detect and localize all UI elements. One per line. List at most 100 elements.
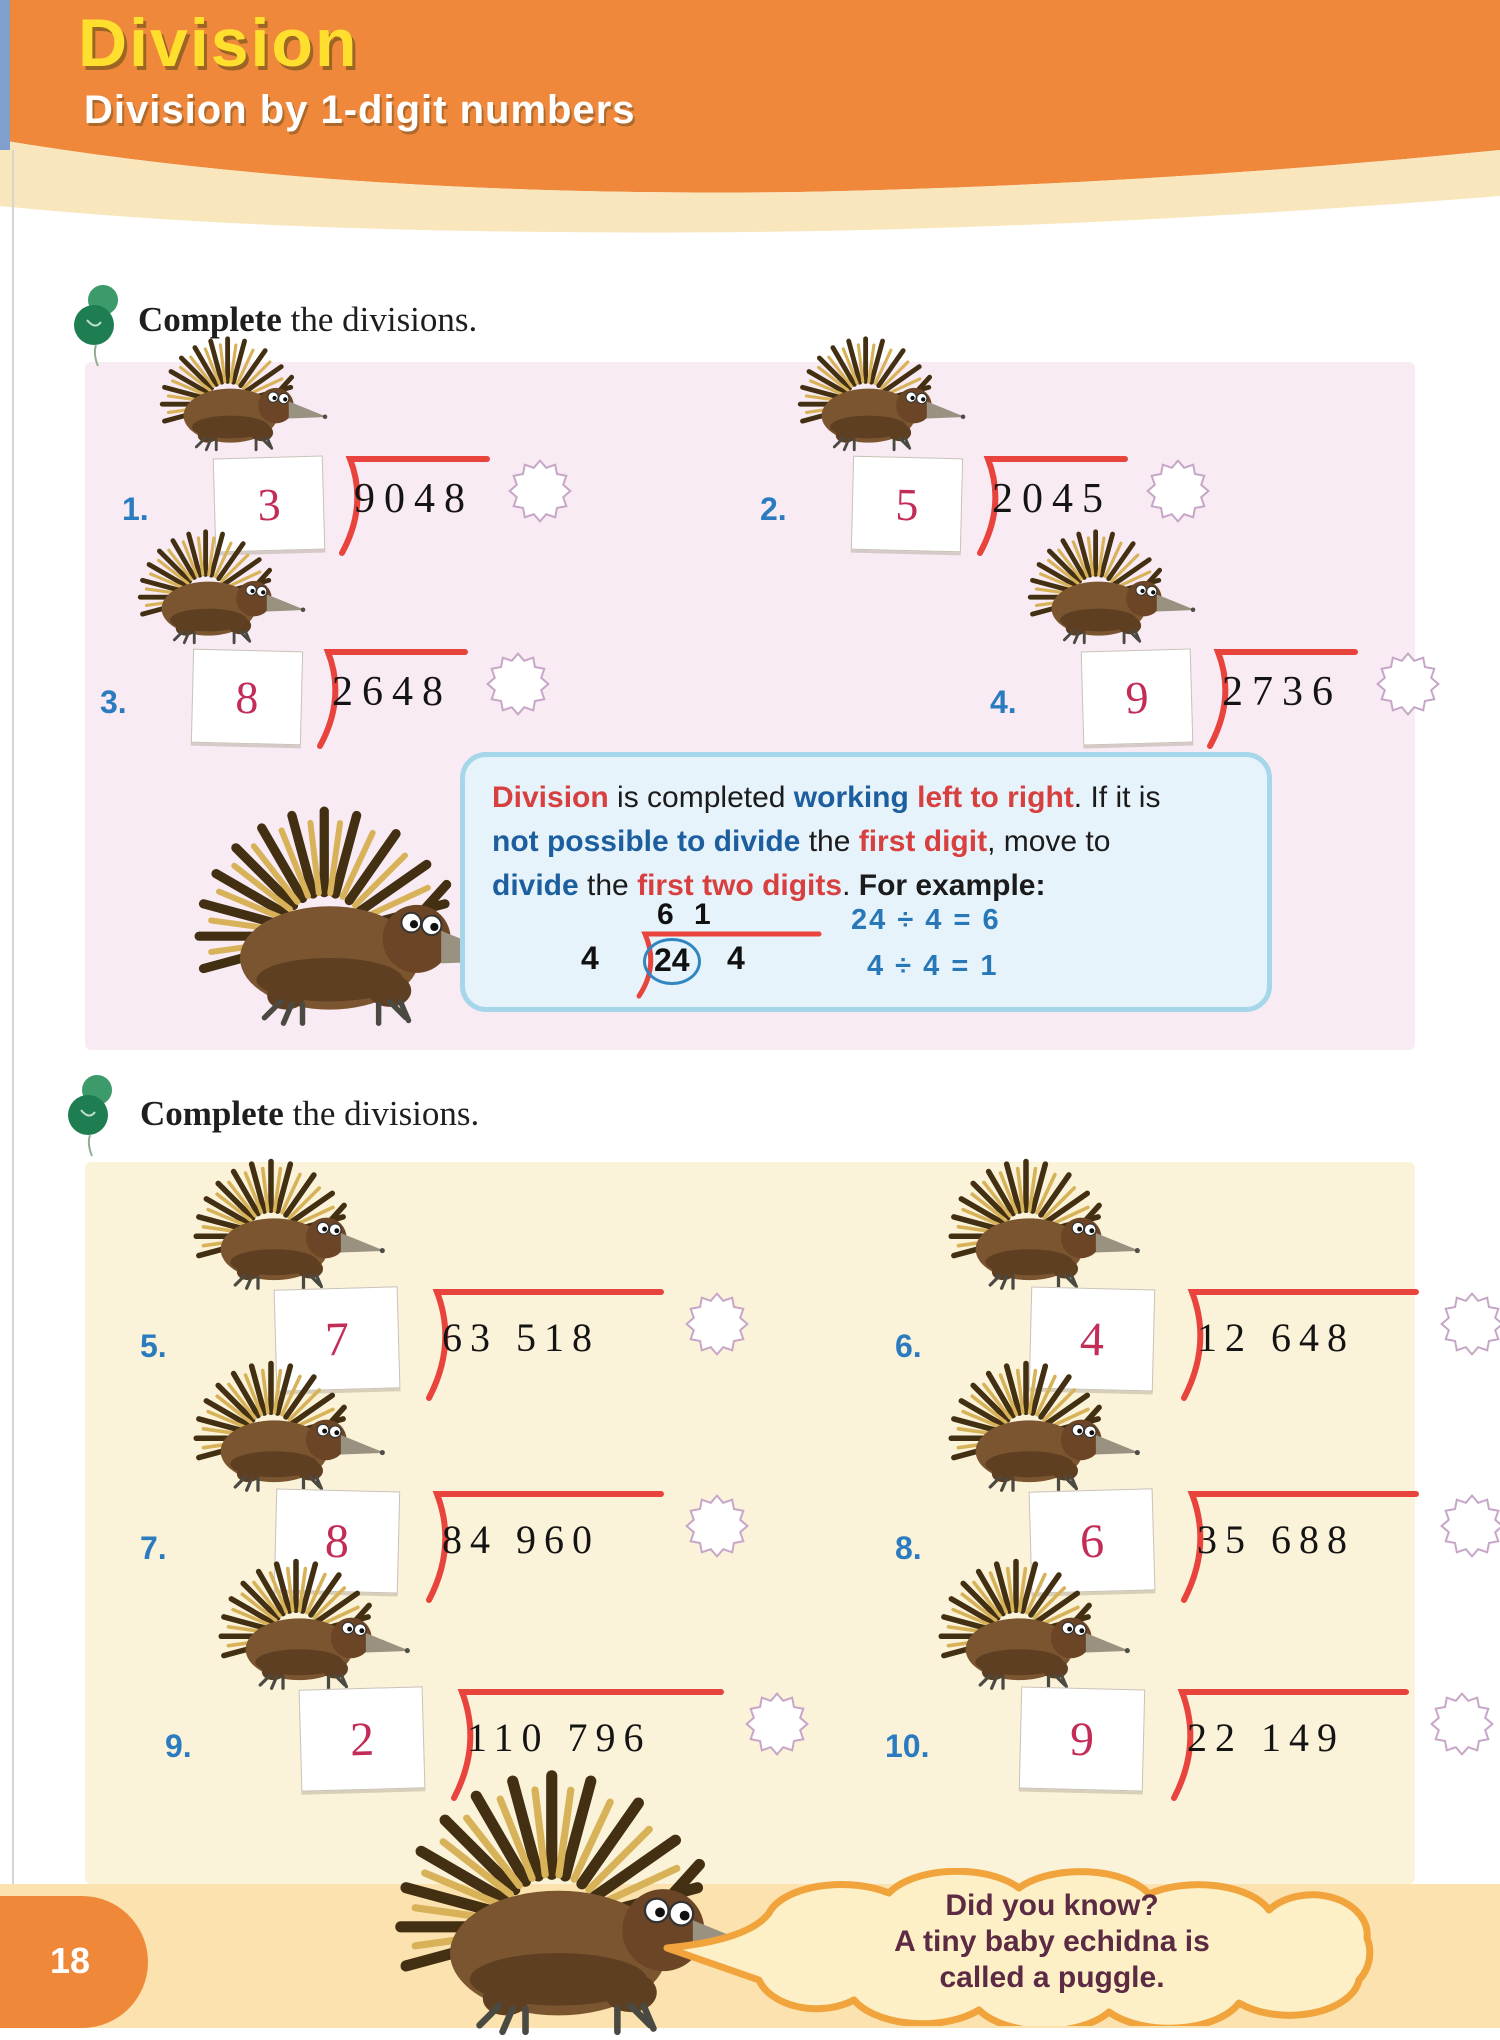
problem-number: 6. <box>895 1328 922 1364</box>
divisor-card: 9 <box>1080 648 1194 746</box>
did-you-know-text: Did you know? A tiny baby echidna is cal… <box>742 1888 1362 1996</box>
info-box <box>460 752 1272 1012</box>
division-bracket <box>451 1689 724 1801</box>
balloon-icon <box>73 284 119 367</box>
section-instruction: Complete the divisions. <box>138 300 477 340</box>
division-bracket <box>977 456 1128 556</box>
answer-starburst <box>508 459 572 523</box>
division-problem-4: 4. 9 2736 <box>990 658 1500 788</box>
answer-starburst <box>486 652 550 716</box>
info-line-1: Division is completed working left to ri… <box>492 781 1161 814</box>
division-problem-8: 8. 6 35 688 <box>895 1504 1500 1634</box>
answer-starburst <box>745 1692 809 1756</box>
problem-number: 3. <box>100 684 127 720</box>
example-divisor: 4 <box>581 940 599 976</box>
divisor-card: 9 <box>1018 1686 1146 1792</box>
page-number: 18 <box>50 1940 91 1981</box>
info-box-text: Division is completed working left to ri… <box>492 776 1252 908</box>
problem-number: 7. <box>140 1530 167 1566</box>
division-problem-10: 10. 9 22 149 <box>885 1702 1500 1832</box>
divisor: 9 <box>1069 1712 1095 1766</box>
instruction-bold: Complete <box>140 1094 284 1133</box>
balloon-icon <box>67 1074 113 1157</box>
did-you-know-line3: called a puggle. <box>939 1961 1165 1994</box>
division-bracket <box>317 649 468 749</box>
division-problem-9: 9. 2 110 796 <box>165 1702 825 1832</box>
scan-edge-line <box>12 150 14 1886</box>
echidna-illustration <box>786 327 968 453</box>
dividend: 2736 <box>1222 669 1342 715</box>
problem-number: 9. <box>165 1728 192 1764</box>
division-bracket <box>426 1289 664 1401</box>
answer-starburst <box>1440 1292 1500 1356</box>
division-bracket <box>426 1491 664 1603</box>
info-line-2: not possible to divide the first digit, … <box>492 825 1111 858</box>
dividend: 2648 <box>332 669 452 715</box>
divisor: 8 <box>234 671 260 723</box>
divisor: 5 <box>894 478 920 530</box>
problem-number: 4. <box>990 684 1017 720</box>
worked-example: 6 1 4 24 4 24 ÷ 4 = 6 4 ÷ 4 = 1 <box>555 898 1235 1008</box>
echidna-illustration <box>935 1148 1143 1292</box>
answer-starburst <box>1430 1692 1494 1756</box>
info-line-3: divide the first two digits. For example… <box>492 869 1046 902</box>
divisor-card: 5 <box>850 455 964 553</box>
division-bracket <box>1181 1491 1419 1603</box>
instruction-rest: the divisions. <box>283 1094 480 1133</box>
answer-starburst <box>1440 1494 1500 1558</box>
divisor-card: 8 <box>190 648 304 746</box>
scan-edge-strip <box>0 0 10 150</box>
problem-number: 10. <box>885 1728 930 1764</box>
echidna-illustration <box>925 1548 1133 1692</box>
example-last-digit: 4 <box>727 940 745 976</box>
instruction-bold: Complete <box>138 300 282 339</box>
echidna-illustration <box>205 1548 413 1692</box>
problem-number: 5. <box>140 1328 167 1364</box>
division-problem-6: 6. 4 12 648 <box>895 1302 1500 1432</box>
example-equation-1: 24 ÷ 4 = 6 <box>851 904 1001 936</box>
division-problem-7: 7. 8 84 960 <box>140 1504 800 1634</box>
divisor: 9 <box>1124 671 1150 723</box>
echidna-illustration <box>126 520 308 646</box>
did-you-know-line2: A tiny baby echidna is <box>894 1925 1210 1958</box>
echidna-illustration <box>148 327 330 453</box>
speech-bubble <box>663 1868 1374 2026</box>
section-instruction: Complete the divisions. <box>140 1094 479 1134</box>
problem-number: 1. <box>122 491 149 527</box>
page-title: Division <box>78 5 359 81</box>
division-problem-2: 2. 5 2045 <box>760 465 1420 595</box>
example-circled-digits: 24 <box>643 938 701 985</box>
answer-starburst <box>1376 652 1440 716</box>
division-bracket <box>1181 1289 1419 1401</box>
division-problem-3: 3. 8 2648 <box>100 658 760 788</box>
dividend: 63 518 <box>442 1315 600 1360</box>
dividend: 2045 <box>992 476 1112 522</box>
echidna-illustration <box>935 1350 1143 1494</box>
header-banner <box>0 0 1500 233</box>
answer-starburst <box>685 1292 749 1356</box>
dividend: 9048 <box>354 476 474 522</box>
dividend: 110 796 <box>467 1715 652 1760</box>
division-problem-1: 1. 3 9048 <box>122 465 782 595</box>
did-you-know-line1: Did you know? <box>945 1889 1159 1922</box>
example-quotient: 6 1 <box>657 898 717 931</box>
answer-starburst <box>685 1494 749 1558</box>
problem-number: 2. <box>760 491 787 527</box>
page-number-tab: 18 <box>0 1896 148 2028</box>
echidna-illustration <box>1016 520 1198 646</box>
division-problem-5: 5. 7 63 518 <box>140 1302 800 1432</box>
answer-starburst <box>1146 459 1210 523</box>
echidna-illustration <box>180 1148 388 1292</box>
division-bracket <box>339 456 490 556</box>
division-bracket <box>1207 649 1358 749</box>
echidna-illustration <box>180 1350 388 1494</box>
division-bracket <box>1171 1689 1409 1801</box>
dividend: 35 688 <box>1197 1517 1355 1562</box>
dividend: 12 648 <box>1197 1315 1355 1360</box>
example-equation-2: 4 ÷ 4 = 1 <box>867 950 999 982</box>
dividend: 22 149 <box>1187 1715 1345 1760</box>
instruction-rest: the divisions. <box>281 300 478 339</box>
problem-number: 8. <box>895 1530 922 1566</box>
dividend: 84 960 <box>442 1517 600 1562</box>
page-subtitle: Division by 1-digit numbers <box>84 88 636 132</box>
